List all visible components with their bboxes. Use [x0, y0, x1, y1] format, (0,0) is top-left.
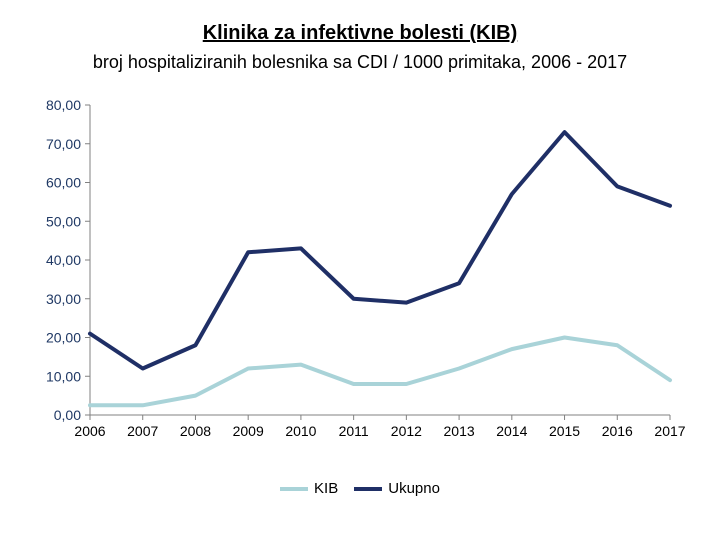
series-line-ukupno: [90, 132, 670, 368]
y-tick-label: 80,00: [46, 97, 81, 113]
y-tick-label: 70,00: [46, 136, 81, 152]
y-tick-label: 30,00: [46, 291, 81, 307]
x-tick-label: 2015: [549, 423, 580, 439]
y-tick-label: 10,00: [46, 368, 81, 384]
x-tick-label: 2017: [654, 423, 685, 439]
x-tick-label: 2012: [391, 423, 422, 439]
y-tick-label: 40,00: [46, 252, 81, 268]
x-tick-label: 2010: [285, 423, 316, 439]
x-tick-label: 2014: [496, 423, 527, 439]
legend-item-ukupno: Ukupno: [354, 480, 440, 497]
x-tick-label: 2011: [339, 423, 369, 439]
legend-swatch: [354, 487, 382, 491]
x-tick-label: 2009: [233, 423, 264, 439]
legend-swatch: [280, 487, 308, 491]
y-tick-label: 20,00: [46, 330, 81, 346]
x-tick-label: 2016: [602, 423, 633, 439]
y-tick-label: 60,00: [46, 175, 81, 191]
chart-legend: KIB Ukupno: [30, 478, 690, 498]
x-tick-label: 2007: [127, 423, 158, 439]
chart-title: Klinika za infektivne bolesti (KIB): [0, 22, 720, 45]
legend-label: Ukupno: [388, 480, 440, 497]
legend-label: KIB: [314, 480, 338, 497]
chart-subtitle: broj hospitaliziranih bolesnika sa CDI /…: [0, 52, 720, 73]
y-tick-label: 50,00: [46, 213, 81, 229]
y-tick-label: 0,00: [54, 407, 81, 423]
series-line-kib: [90, 338, 670, 406]
legend-item-kib: KIB: [280, 480, 338, 497]
x-tick-label: 2013: [444, 423, 475, 439]
x-tick-label: 2006: [74, 423, 105, 439]
x-tick-label: 2008: [180, 423, 211, 439]
chart-container: 0,00 10,00 20,00 30,00 40,00 50,00 60,00 70,00 8…: [30, 95, 690, 505]
page-root: Klinika za infektivne bolesti (KIB) broj…: [0, 0, 720, 540]
line-chart: 0,00 10,00 20,00 30,00 40,00 50,00 60,00 70,00 8…: [30, 95, 690, 465]
